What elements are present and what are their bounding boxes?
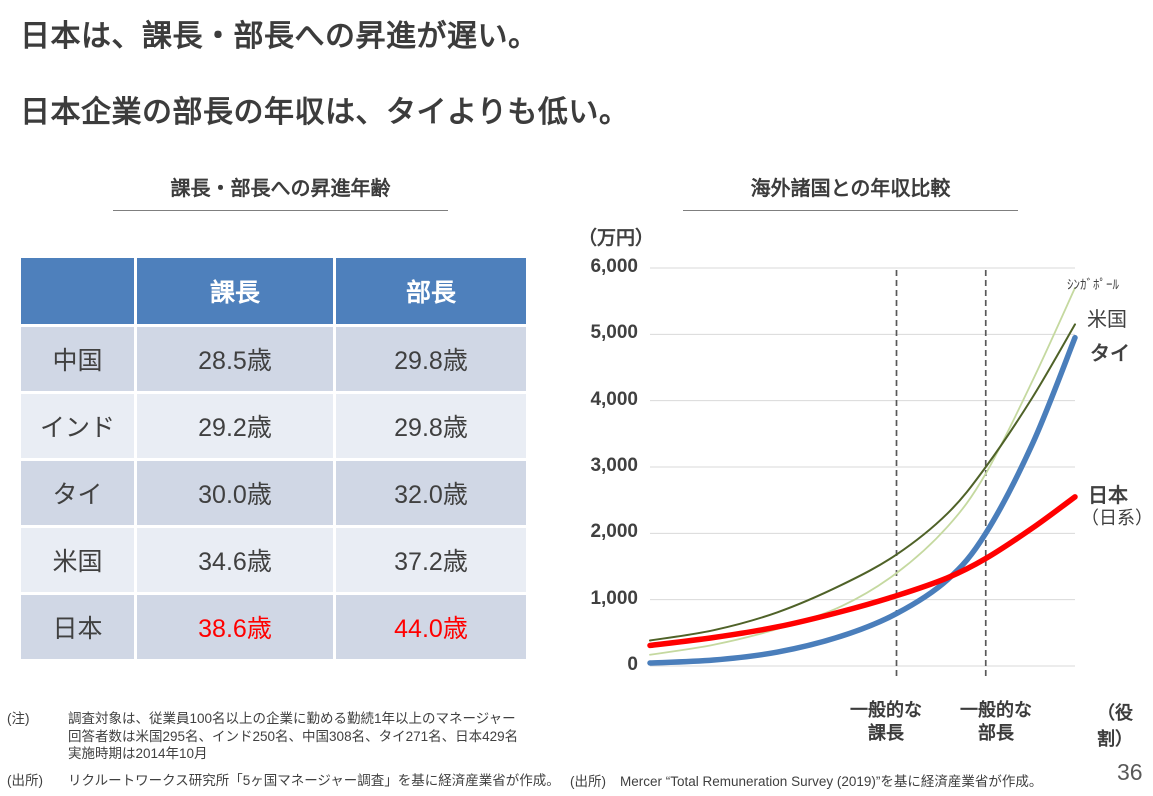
series-label-singapore: ｼﾝｶﾞﾎﾟｰﾙ: [1067, 277, 1119, 292]
x-axis-label-bucho-line2: 部長: [978, 723, 1014, 743]
y-axis-tick-label: 3,000: [590, 455, 638, 476]
x-axis-label-kacho: 一般的な 課長: [816, 699, 956, 745]
table-header-bucho: 部長: [336, 258, 526, 324]
y-axis-tick-label: 4,000: [590, 388, 638, 410]
x-axis-unit-label: （役割）: [1097, 703, 1133, 749]
promotion-age-table: 課長 部長 中国 28.5歳 29.8歳 インド 29.2歳 29.8歳 タイ …: [18, 255, 529, 662]
table-row: タイ 30.0歳 32.0歳: [21, 461, 526, 525]
series-label-japan-sub: （日系）: [1081, 508, 1153, 528]
table-source: (出所) リクルートワークス研究所「5ヶ国マネージャー調査」を基に経済産業省が作…: [7, 769, 567, 789]
table-section-title: 課長・部長への昇進年齢: [113, 172, 448, 211]
y-axis-tick-label: 2,000: [590, 521, 638, 543]
bucho-age-cell: 32.0歳: [336, 461, 526, 525]
x-axis-label-bucho-line1: 一般的な: [960, 700, 1032, 720]
y-axis-unit-label: （万円）: [578, 228, 655, 249]
table-row: インド 29.2歳 29.8歳: [21, 394, 526, 458]
chart-source-text: Mercer “Total Remuneration Survey (2019)…: [620, 774, 1043, 789]
bucho-age-cell: 37.2歳: [336, 528, 526, 592]
series-label-us: 米国: [1087, 309, 1127, 331]
x-axis-label-kacho-line1: 一般的な: [850, 700, 922, 720]
table-row: 中国 28.5歳 29.8歳: [21, 327, 526, 391]
table-note: (注) 調査対象は、従業員100名以上の企業に勤める勤続1年以上のマネージャー …: [7, 710, 555, 763]
y-axis-tick-label: 1,000: [590, 587, 638, 609]
chart-source: (出所) Mercer “Total Remuneration Survey (2…: [570, 770, 1115, 790]
source-label: (出所): [7, 773, 43, 788]
country-cell: 日本: [21, 595, 134, 659]
x-axis-label-bucho: 一般的な 部長: [926, 699, 1066, 745]
kacho-age-cell-highlight: 38.6歳: [137, 595, 333, 659]
y-axis-tick-label: 0: [627, 654, 638, 675]
y-axis-tick-label: 5,000: [590, 322, 638, 344]
kacho-age-cell: 34.6歳: [137, 528, 333, 592]
chart-source-label: (出所): [570, 774, 606, 789]
x-axis-label-kacho-line2: 課長: [868, 723, 904, 743]
bucho-age-cell: 29.8歳: [336, 394, 526, 458]
country-cell: インド: [21, 394, 134, 458]
note-text: 調査対象は、従業員100名以上の企業に勤める勤続1年以上のマネージャー 回答者数…: [68, 711, 519, 761]
note-label: (注): [7, 711, 30, 726]
chart-section-title: 海外諸国との年収比較: [683, 172, 1018, 211]
table-header-kacho: 課長: [137, 258, 333, 324]
page-number: 36: [1117, 759, 1143, 785]
series-label-japan: 日本: [1088, 485, 1128, 507]
country-cell: 中国: [21, 327, 134, 391]
kacho-age-cell: 30.0歳: [137, 461, 333, 525]
bucho-age-cell: 29.8歳: [336, 327, 526, 391]
table-row: 米国 34.6歳 37.2歳: [21, 528, 526, 592]
series-label-thailand: タイ: [1090, 343, 1130, 365]
source-text: リクルートワークス研究所「5ヶ国マネージャー調査」を基に経済産業省が作成。: [68, 773, 560, 788]
bucho-age-cell-highlight: 44.0歳: [336, 595, 526, 659]
table-header-row: 課長 部長: [21, 258, 526, 324]
page-title-line2: 日本企業の部長の年収は、タイよりも低い。: [20, 96, 630, 129]
country-cell: タイ: [21, 461, 134, 525]
kacho-age-cell: 28.5歳: [137, 327, 333, 391]
page-title-line1: 日本は、課長・部長への昇進が遅い。: [20, 20, 539, 53]
table-row-japan: 日本 38.6歳 44.0歳: [21, 595, 526, 659]
table-header-empty: [21, 258, 134, 324]
y-axis-tick-label: 6,000: [590, 256, 638, 277]
kacho-age-cell: 29.2歳: [137, 394, 333, 458]
country-cell: 米国: [21, 528, 134, 592]
